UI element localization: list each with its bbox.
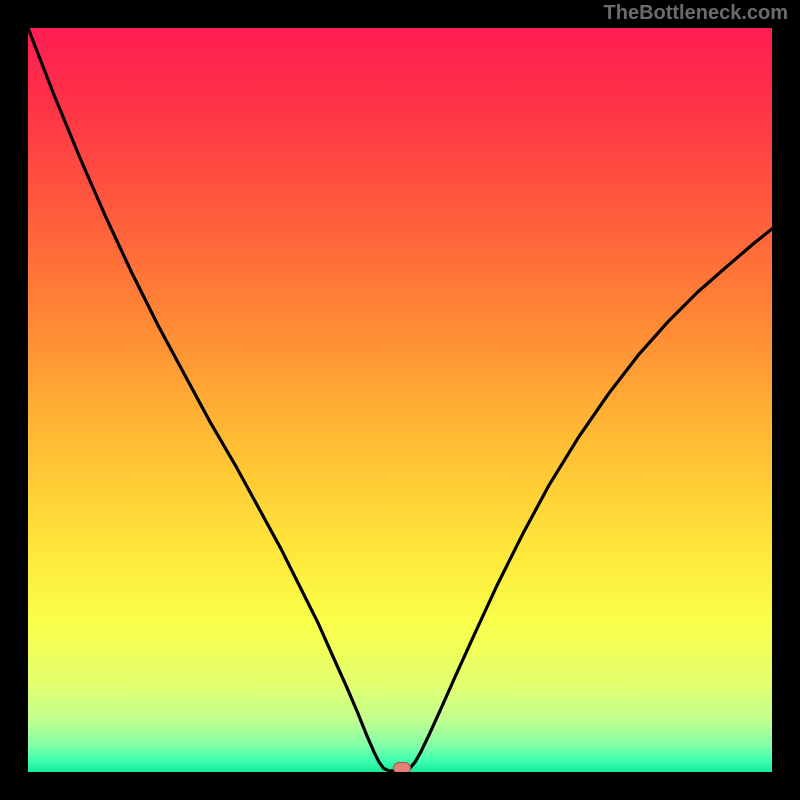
canvas: TheBottleneck.com [0,0,800,800]
curve-svg [28,28,772,772]
plot-area [28,28,772,772]
v-curve-path [28,28,772,771]
minimum-marker [393,762,411,772]
watermark-text: TheBottleneck.com [604,2,788,25]
